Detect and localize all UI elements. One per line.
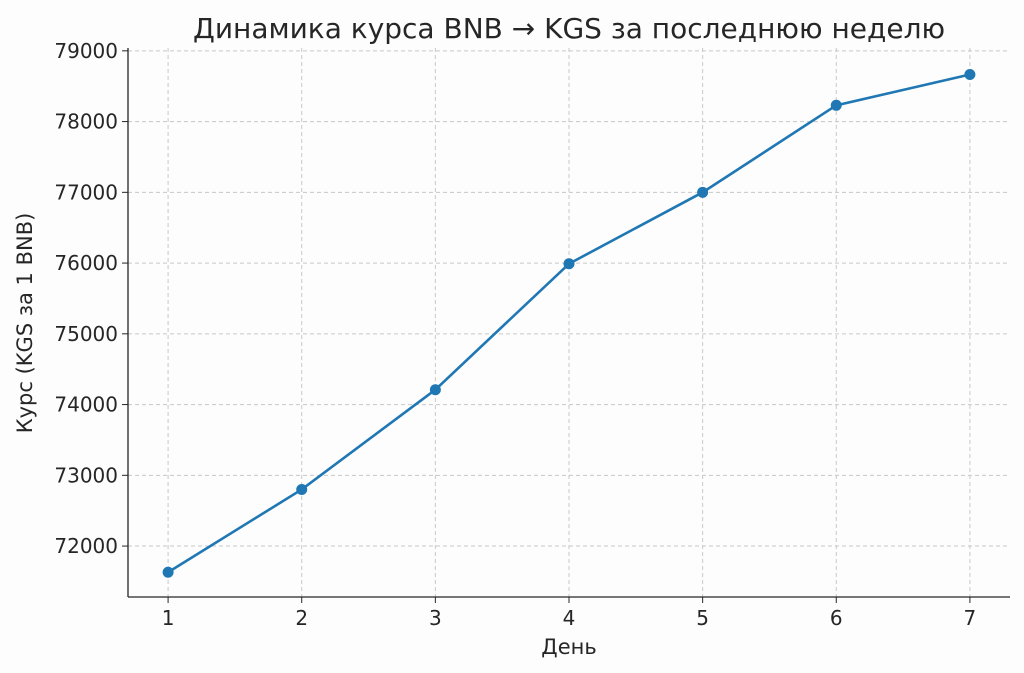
data-point — [830, 99, 842, 111]
data-point — [697, 186, 709, 198]
y-tick-label: 78000 — [54, 110, 118, 134]
data-point — [162, 566, 174, 578]
data-point — [429, 384, 441, 396]
data-point — [296, 483, 308, 495]
y-tick-label: 74000 — [54, 393, 118, 417]
grid — [128, 48, 1010, 597]
x-tick-label: 6 — [830, 606, 843, 630]
x-tick-label: 1 — [162, 606, 175, 630]
series — [162, 69, 976, 578]
y-tick-label: 72000 — [54, 534, 118, 558]
chart-title: Динамика курса BNB → KGS за последнюю не… — [193, 12, 945, 45]
y-axis-label: Курс (KGS за 1 BNB) — [13, 213, 37, 434]
x-tick-label: 5 — [696, 606, 709, 630]
x-tick-label: 7 — [964, 606, 977, 630]
y-tick-label: 77000 — [54, 180, 118, 204]
data-point — [563, 258, 575, 270]
y-tick-label: 76000 — [54, 251, 118, 275]
y-tick-label: 79000 — [54, 39, 118, 63]
y-tick-label: 73000 — [54, 463, 118, 487]
x-tick-label: 2 — [295, 606, 308, 630]
x-axis-label: День — [541, 635, 596, 659]
x-tick-label: 4 — [563, 606, 576, 630]
x-tick-label: 3 — [429, 606, 442, 630]
y-tick-label: 75000 — [54, 322, 118, 346]
ticks: 1 2 3 4 5 6 7 72000 73000 74000 75000 76000 77000 780… — [54, 39, 976, 630]
data-point — [964, 69, 976, 81]
